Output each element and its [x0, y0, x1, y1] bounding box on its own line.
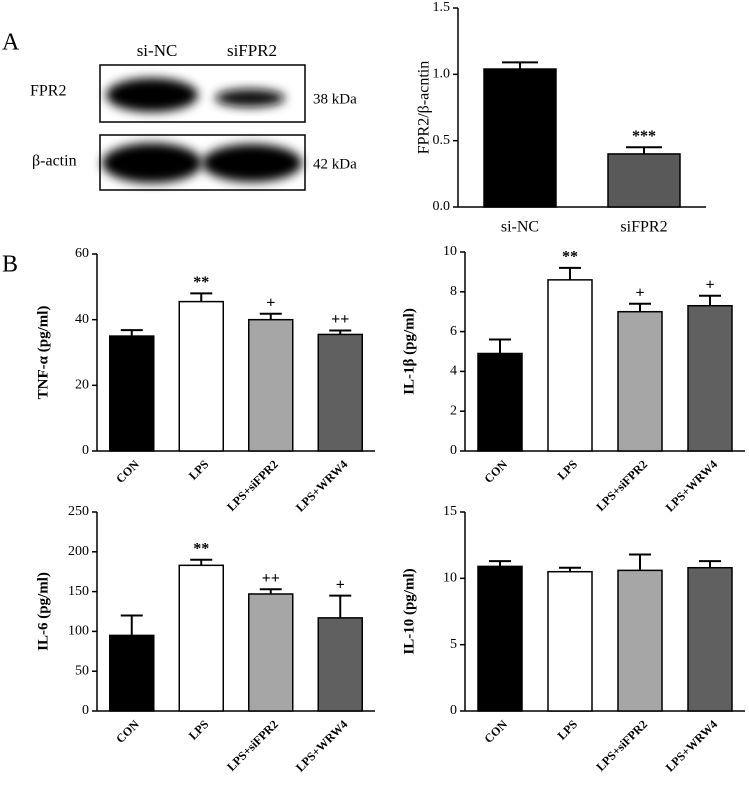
y-tick-label: 4 [450, 364, 457, 379]
y-tick-label: 10 [443, 571, 457, 586]
bar [178, 564, 224, 712]
bar [248, 318, 294, 452]
significance-label: + [705, 276, 714, 293]
bar [607, 153, 681, 208]
y-tick-label: 60 [75, 246, 89, 261]
significance-label: + [635, 284, 644, 301]
x-tick-label: CON [481, 457, 510, 486]
x-tick-label: LPS+siFPR2 [593, 717, 650, 774]
y-tick-label: 50 [75, 663, 89, 678]
x-tick-label: LPS [186, 457, 212, 483]
bar [617, 310, 663, 452]
lane-label: siFPR2 [227, 41, 277, 60]
bar [617, 569, 663, 712]
bar [547, 279, 593, 452]
x-tick-label: LPS+siFPR2 [593, 457, 650, 514]
significance-label: ** [562, 249, 578, 266]
x-tick-label: LPS [555, 457, 581, 483]
significance-label: ** [193, 274, 209, 291]
significance-label: ** [193, 540, 209, 557]
blot-band [215, 89, 285, 107]
bar [109, 335, 155, 452]
x-tick-label: LPS+siFPR2 [224, 457, 281, 514]
y-tick-label: 1.0 [433, 67, 451, 82]
band-size: 38 kDa [313, 91, 357, 107]
y-tick-label: 250 [68, 504, 89, 519]
bar [547, 570, 593, 712]
y-tick-label: 0 [450, 443, 457, 458]
y-tick-label: 20 [75, 378, 89, 393]
band-label: FPR2 [30, 83, 66, 100]
significance-label: + [266, 294, 275, 311]
panel-label: B [2, 252, 18, 278]
y-axis-label: IL-10 (pg/ml) [401, 568, 417, 654]
significance-label: ++ [331, 311, 349, 328]
x-tick-label: LPS+WRW4 [663, 457, 720, 514]
y-axis-label: FPR2/β-acntin [416, 61, 433, 154]
x-tick-label: LPS+siFPR2 [224, 717, 281, 774]
western-blot: si-NC siFPR2 FPR2 38 kDa β-actin 42 kDa [30, 41, 357, 191]
bar [477, 565, 523, 712]
y-axis-label: IL-6 (pg/ml) [35, 572, 51, 651]
bar [477, 352, 523, 452]
blot-band [106, 78, 198, 112]
bar [317, 617, 363, 712]
bar [248, 593, 294, 712]
x-tick-label: si-NC [501, 219, 539, 236]
blot-band [202, 144, 302, 182]
blot-band [102, 143, 202, 183]
y-tick-label: 0.5 [433, 133, 451, 148]
x-tick-label: LPS+WRW4 [293, 717, 350, 774]
band-size: 42 kDa [313, 156, 357, 172]
bar [687, 566, 733, 712]
bar [483, 68, 557, 208]
x-tick-label: CON [113, 717, 142, 746]
y-tick-label: 0 [450, 703, 457, 718]
y-tick-label: 5 [450, 637, 457, 652]
y-tick-label: 10 [443, 244, 457, 259]
significance-label: + [336, 576, 345, 593]
y-tick-label: 150 [68, 584, 89, 599]
y-tick-label: 1.5 [433, 0, 451, 15]
y-tick-label: 0.0 [433, 199, 451, 214]
x-tick-label: CON [113, 457, 142, 486]
bar [687, 304, 733, 452]
y-axis-label: TNF-α (pg/ml) [35, 306, 51, 400]
bar [317, 333, 363, 452]
y-axis-label: IL-1β (pg/ml) [401, 308, 417, 395]
y-tick-label: 100 [68, 624, 89, 639]
significance-label: *** [632, 128, 656, 145]
x-tick-label: LPS+WRW4 [293, 457, 350, 514]
y-tick-label: 40 [75, 312, 89, 327]
bar [178, 300, 224, 452]
lane-label: si-NC [137, 41, 178, 60]
y-tick-label: 15 [443, 504, 457, 519]
panel-label: A [2, 30, 20, 56]
y-tick-label: 0 [82, 443, 89, 458]
x-tick-label: LPS+WRW4 [663, 717, 720, 774]
x-tick-label: LPS [555, 717, 581, 743]
x-tick-label: siFPR2 [620, 219, 667, 236]
y-tick-label: 6 [450, 324, 457, 339]
y-tick-label: 8 [450, 284, 457, 299]
x-tick-label: CON [481, 717, 510, 746]
bar [109, 634, 155, 712]
band-label: β-actin [32, 153, 77, 170]
y-tick-label: 0 [82, 703, 89, 718]
x-tick-label: LPS [186, 717, 212, 743]
y-tick-label: 200 [68, 544, 89, 559]
y-tick-label: 2 [450, 403, 457, 418]
significance-label: ++ [262, 570, 280, 587]
